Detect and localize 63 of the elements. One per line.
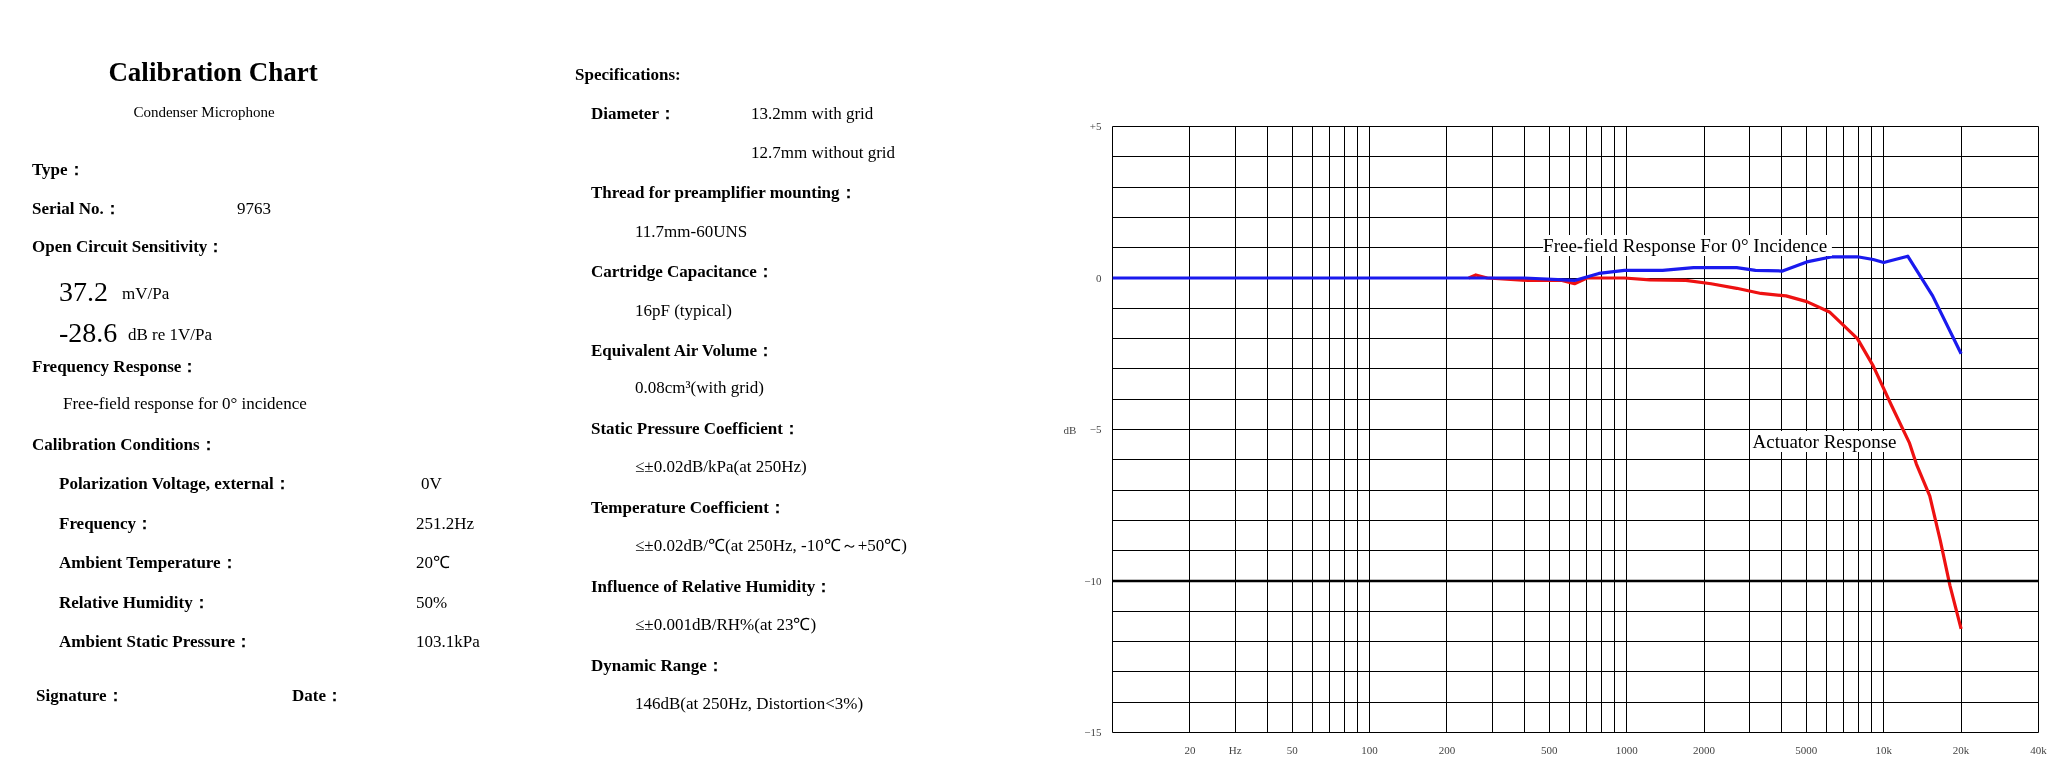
y-axis-title: dB xyxy=(1063,423,1077,436)
text: 0V xyxy=(421,472,442,495)
text: mV/Pa xyxy=(122,282,170,305)
text: Static Pressure Coefficient： xyxy=(591,417,800,440)
text: Serial No.： xyxy=(32,197,121,220)
text: Date： xyxy=(292,684,343,707)
text: 12.7mm without grid xyxy=(751,141,896,164)
text: 37.2 xyxy=(59,275,108,309)
x-tick-label: 5000 xyxy=(1795,743,1818,756)
text: 11.7mm-60UNS xyxy=(635,220,748,243)
x-tick-label: 500 xyxy=(1541,743,1559,756)
text: Cartridge Capacitance： xyxy=(591,260,774,283)
text: 251.2Hz xyxy=(416,512,475,535)
y-tick-label: +5 xyxy=(1089,120,1102,132)
x-tick-label: 1000 xyxy=(1615,743,1639,756)
x-tick-label: 40k xyxy=(2030,743,2048,756)
text: dB re 1V/Pa xyxy=(128,323,213,346)
text: Temperature Coefficient： xyxy=(591,496,786,519)
text: 20℃ xyxy=(416,551,450,574)
y-tick-label: −5 xyxy=(1089,423,1102,435)
text: Influence of Relative Humidity： xyxy=(591,575,833,598)
x-tick-label: 100 xyxy=(1361,743,1379,756)
x-tick-label: 2000 xyxy=(1693,743,1716,756)
text: Condenser Microphone xyxy=(133,103,275,123)
y-tick-label: −15 xyxy=(1084,726,1102,738)
y-tick-label: −10 xyxy=(1084,574,1102,587)
text: Free-field response for 0° incidence xyxy=(63,392,307,415)
text: Specifications: xyxy=(575,63,681,86)
text: Thread for preamplifier mounting： xyxy=(591,181,857,204)
x-tick-label: 20 xyxy=(1184,743,1196,756)
text: Open Circuit Sensitivity： xyxy=(32,235,225,258)
text: -28.6 xyxy=(59,316,118,350)
text: Ambient Temperature： xyxy=(59,551,238,574)
x-tick-label: 20k xyxy=(1952,743,1970,756)
x-tick-label: 200 xyxy=(1438,743,1456,756)
text: 16pF (typical) xyxy=(635,299,732,322)
text: Equivalent Air Volume： xyxy=(591,339,774,362)
x-tick-label: 50 xyxy=(1286,743,1299,756)
text: Ambient Static Pressure： xyxy=(59,630,252,653)
text: Dynamic Range： xyxy=(591,654,724,677)
text: Type： xyxy=(32,158,85,181)
text: ≤±0.02dB/kPa(at 250Hz) xyxy=(635,455,807,478)
text: 0.08cm³(with grid) xyxy=(635,376,764,399)
text: Calibration Conditions： xyxy=(32,433,217,456)
x-tick-label: Hz xyxy=(1228,743,1242,756)
y-tick-label: 0 xyxy=(1096,271,1102,284)
text: 13.2mm with grid xyxy=(751,102,874,125)
text: ≤±0.001dB/RH%(at 23℃) xyxy=(635,613,817,636)
text: 9763 xyxy=(237,197,271,220)
text: Frequency： xyxy=(59,512,154,535)
x-tick-label: 10k xyxy=(1875,743,1893,756)
text: 146dB(at 250Hz, Distortion<3%) xyxy=(635,692,864,715)
series-label: Actuator Response xyxy=(1752,431,1897,452)
text: 50% xyxy=(416,591,448,614)
text: Relative Humidity： xyxy=(59,591,210,614)
text: Calibration Chart xyxy=(108,55,318,89)
text: ≤±0.02dB/℃(at 250Hz, -10℃～+50℃) xyxy=(635,534,907,557)
text: Polarization Voltage, external： xyxy=(59,472,291,495)
text: Frequency Response： xyxy=(32,355,199,378)
series-label: Free-field Response For 0° Incidence xyxy=(1543,235,1828,256)
text: Signature： xyxy=(36,684,124,707)
text: Diameter： xyxy=(591,102,676,125)
text: 103.1kPa xyxy=(416,630,480,653)
